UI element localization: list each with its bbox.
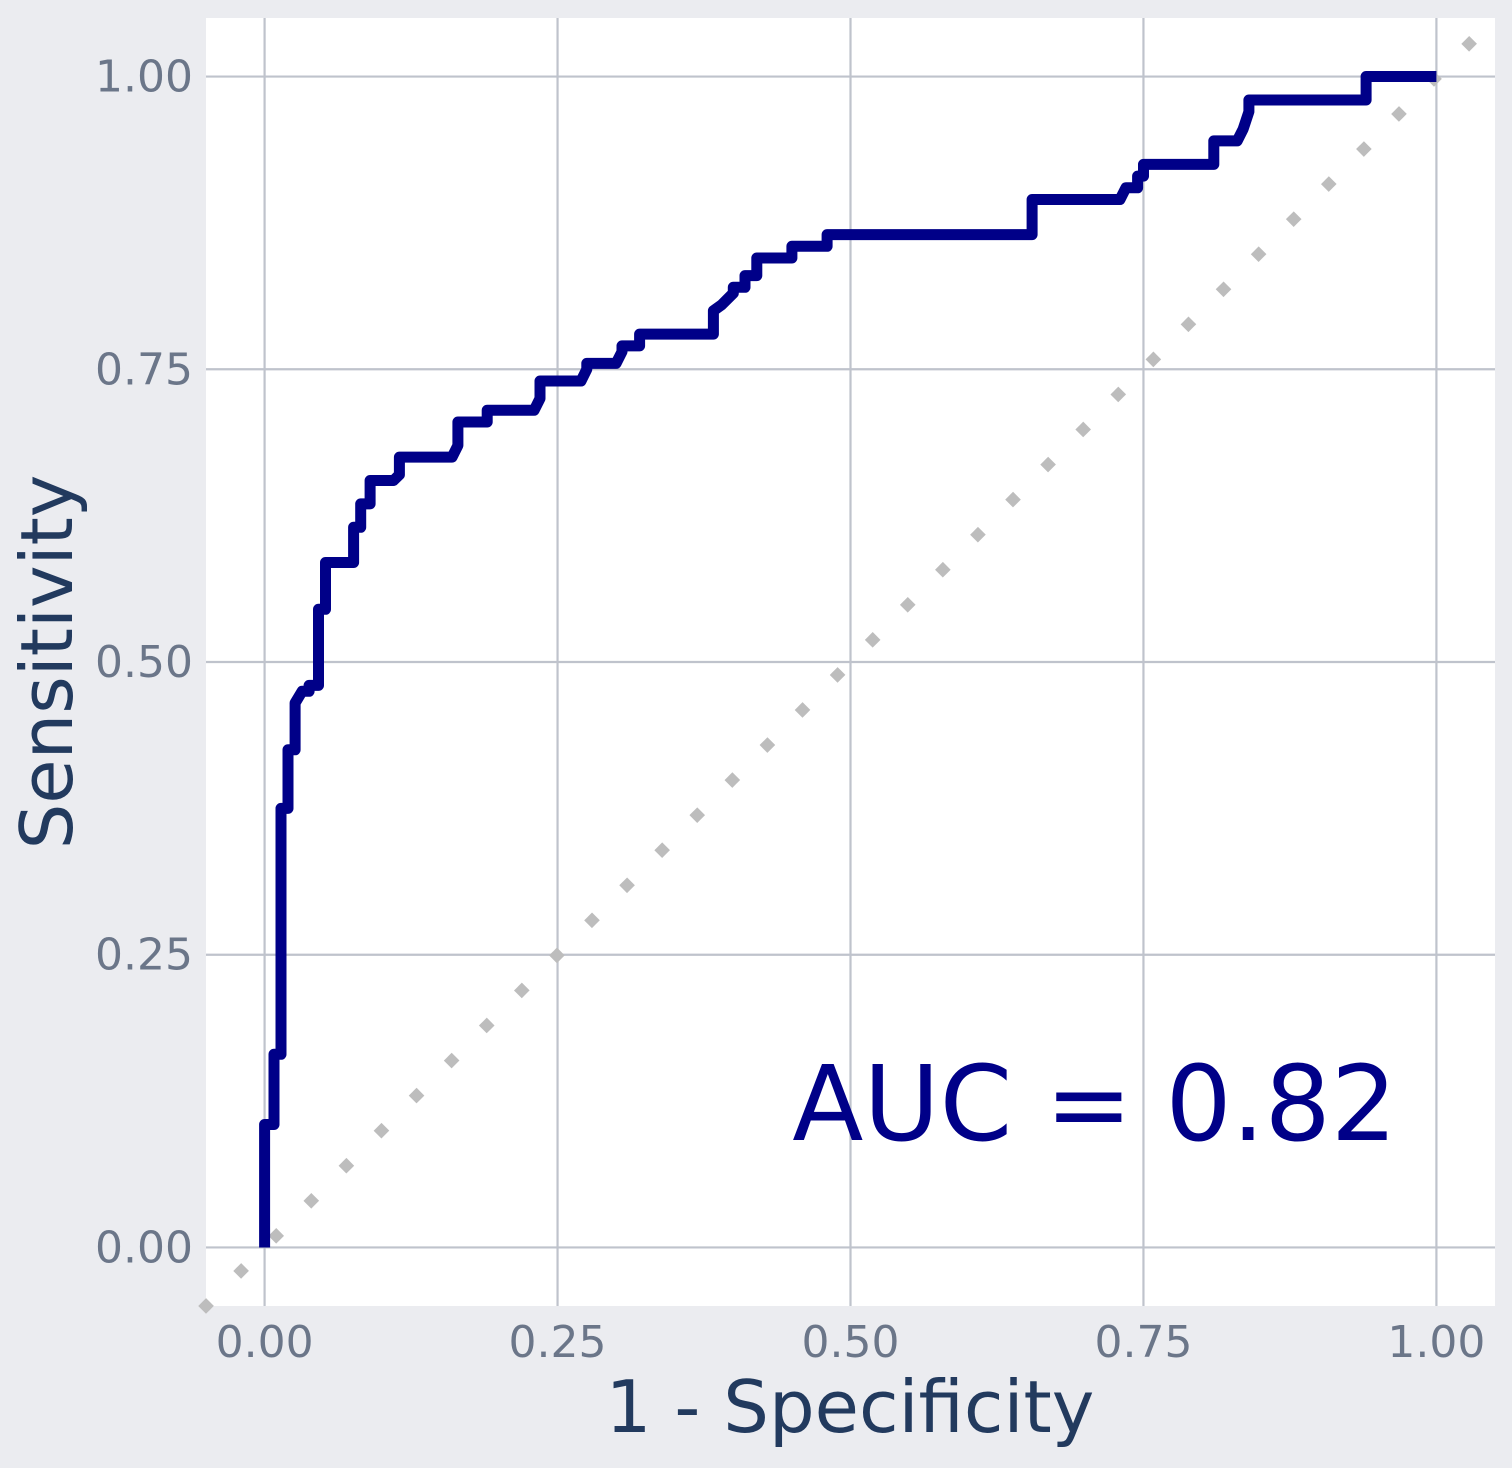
x-tick-label: 0.75 [1094,1317,1192,1368]
x-tick-label: 0.00 [216,1317,314,1368]
y-tick-label: 0.25 [95,930,193,981]
y-tick-label: 0.75 [95,344,193,395]
roc-curve-layer [259,71,1437,1248]
auc-annotation: AUC = 0.82 [792,1043,1397,1165]
x-tick-label: 0.25 [509,1317,607,1368]
y-tick-label: 0.50 [95,637,193,688]
x-tick-label: 1.00 [1387,1317,1485,1368]
y-tick-label: 0.00 [95,1222,193,1273]
gridlines [206,18,1495,1306]
y-axis-title: Sensitivity [5,475,89,850]
y-tick-label: 1.00 [95,52,193,103]
tick-labels: 0.00 0.25 0.50 0.75 1.00 0.00 0.25 0.50 0.75 1.00 [95,52,1485,1368]
roc-curve-line [259,71,1437,1248]
x-axis-title: 1 - Specificity [606,1365,1095,1449]
x-tick-label: 0.50 [802,1317,900,1368]
